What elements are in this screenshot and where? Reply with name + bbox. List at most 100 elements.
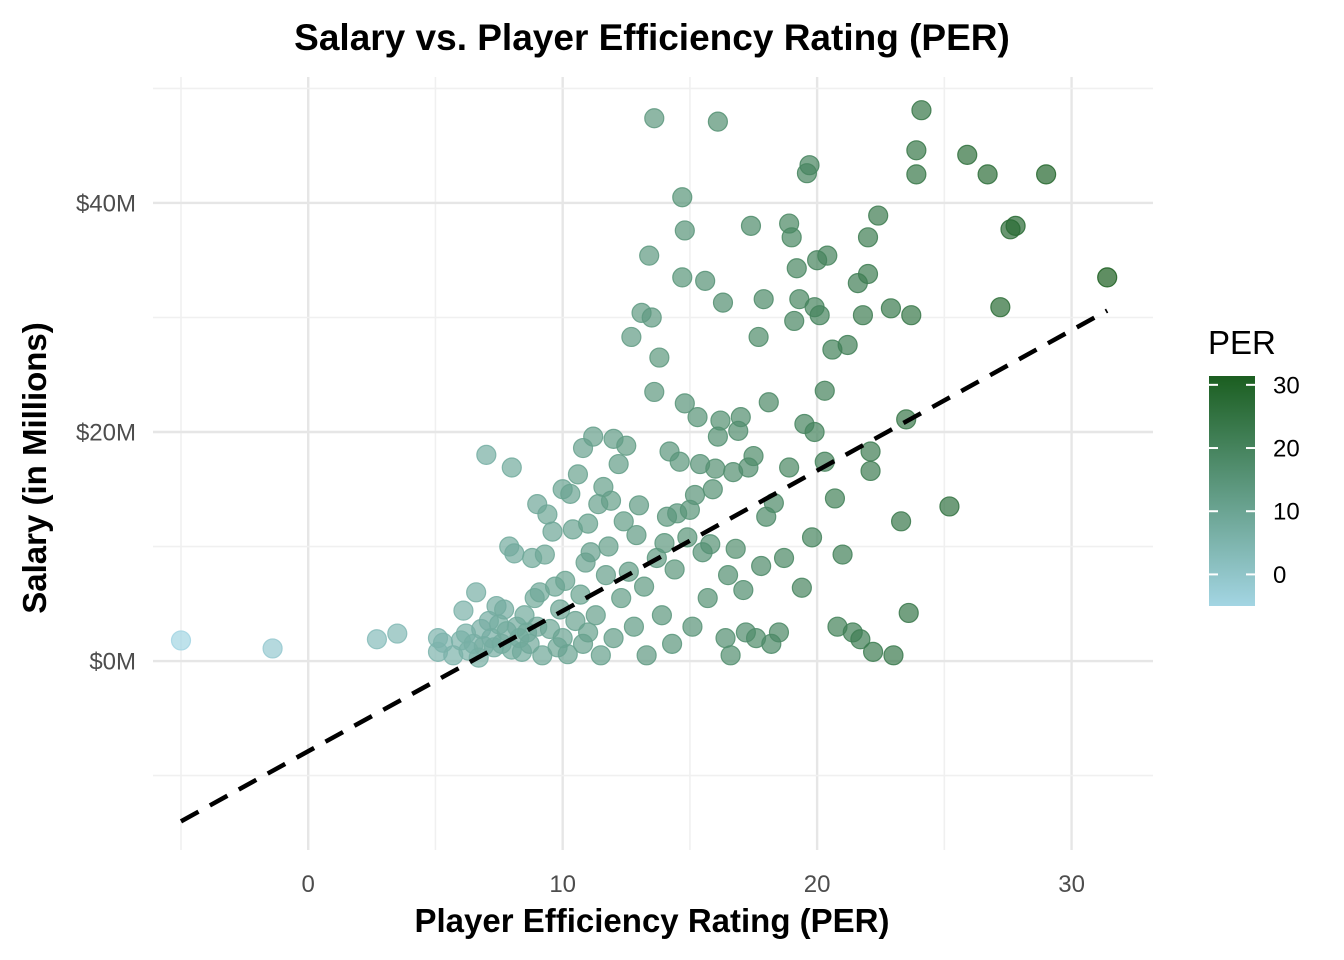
data-point: [565, 610, 586, 632]
data-point: [809, 305, 830, 326]
data-points: [170, 100, 1118, 668]
data-point: [898, 602, 919, 624]
data-point: [751, 555, 772, 577]
data-point: [170, 630, 192, 651]
data-point: [555, 570, 576, 591]
data-point: [595, 565, 617, 586]
data-point: [784, 310, 805, 332]
data-point: [608, 453, 629, 475]
data-point: [863, 641, 884, 662]
data-point: [868, 205, 889, 226]
trend-line-layer: [179, 308, 1109, 824]
data-point: [453, 600, 474, 621]
axis-ticks: 0 10 20 30 $0M $20M $40M: [76, 190, 1085, 898]
data-point: [725, 538, 746, 559]
data-point: [791, 577, 812, 598]
data-point: [781, 227, 802, 248]
data-point: [672, 187, 693, 208]
data-point: [476, 444, 497, 466]
data-point: [814, 380, 835, 401]
y-tick-label: $20M: [76, 420, 136, 447]
data-point: [598, 536, 619, 557]
data-point: [669, 451, 690, 472]
data-point: [1005, 215, 1026, 236]
data-point: [557, 644, 578, 665]
data-point: [715, 628, 736, 649]
trend-line: [179, 308, 1109, 824]
data-point: [860, 460, 881, 482]
data-point: [649, 347, 670, 368]
data-point: [773, 547, 795, 569]
data-point: [580, 542, 601, 563]
x-tick-label: 0: [302, 871, 315, 898]
data-point: [804, 421, 825, 443]
data-point: [824, 488, 846, 509]
data-point: [712, 292, 734, 313]
data-point: [890, 511, 912, 532]
legend-colorbar: [1209, 376, 1255, 606]
data-point: [583, 426, 604, 447]
y-tick-label: $0M: [89, 649, 136, 676]
data-point: [654, 532, 675, 554]
data-point: [695, 270, 716, 291]
data-point: [857, 227, 879, 248]
data-point: [494, 599, 515, 620]
x-tick-label: 10: [549, 871, 576, 898]
legend-tick-label: 30: [1273, 372, 1300, 399]
data-point: [860, 441, 881, 462]
data-point: [613, 511, 634, 532]
data-point: [720, 645, 741, 666]
data-point: [623, 616, 645, 637]
data-point: [567, 464, 589, 485]
data-point: [883, 645, 904, 666]
data-point: [758, 392, 779, 413]
legend-tick-label: 0: [1273, 562, 1286, 589]
data-point: [639, 245, 660, 266]
y-axis-title: Salary (in Millions): [16, 322, 53, 614]
data-point: [880, 298, 902, 319]
x-tick-label: 20: [804, 871, 831, 898]
data-point: [857, 263, 879, 285]
data-point: [901, 305, 922, 326]
data-point: [466, 582, 487, 603]
legend-ticks: 0 10 20 30: [1209, 372, 1300, 589]
data-point: [740, 215, 762, 236]
data-point: [578, 622, 599, 643]
chart-title: Salary vs. Player Efficiency Rating (PER…: [294, 17, 1010, 58]
data-point: [262, 638, 283, 659]
data-point: [852, 305, 874, 326]
data-point: [850, 629, 871, 650]
legend-tick-label: 20: [1273, 436, 1300, 463]
data-point: [837, 334, 858, 356]
data-point: [700, 534, 721, 555]
data-point: [501, 457, 522, 478]
data-point: [1036, 164, 1057, 185]
data-point: [957, 144, 978, 165]
data-point: [906, 164, 927, 185]
data-point: [799, 155, 820, 176]
data-point: [641, 307, 662, 328]
data-point: [779, 457, 800, 478]
data-point: [677, 527, 698, 548]
data-point: [817, 245, 838, 266]
data-point: [387, 623, 408, 644]
data-point: [534, 544, 555, 565]
data-point: [832, 544, 853, 565]
x-tick-label: 30: [1058, 871, 1085, 898]
data-point: [519, 633, 540, 654]
data-point: [600, 490, 622, 511]
data-point: [633, 576, 655, 597]
data-point: [590, 645, 611, 666]
data-point: [616, 435, 637, 456]
data-point: [753, 289, 774, 310]
data-point: [684, 484, 706, 506]
data-point: [906, 140, 927, 161]
legend-tick-label: 10: [1273, 499, 1300, 526]
data-point: [542, 521, 563, 542]
data-point: [366, 629, 388, 650]
data-point: [786, 258, 807, 279]
data-point: [651, 605, 673, 626]
data-point: [674, 393, 695, 414]
